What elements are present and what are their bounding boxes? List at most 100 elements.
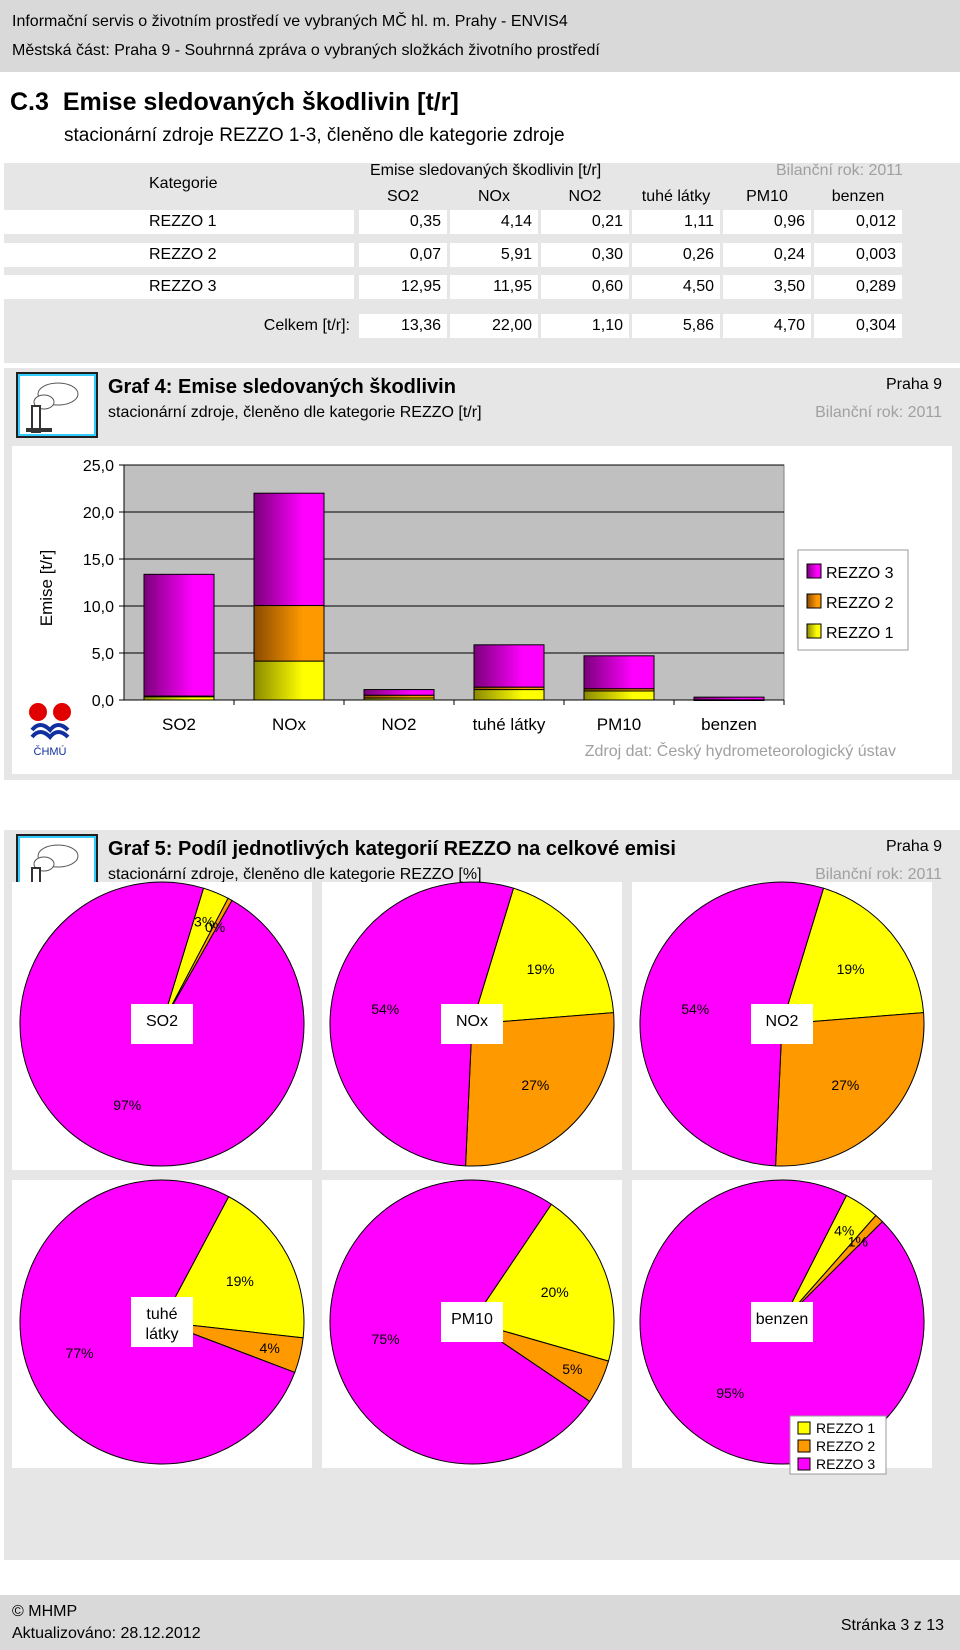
pie-slice [471, 887, 615, 1025]
table-row-label: REZZO 3 [4, 275, 354, 299]
x-tick-label: PM10 [597, 715, 641, 734]
pie-category-label: PM10 [451, 1311, 493, 1328]
pie-data-label: 0% [205, 919, 225, 935]
pie-data-label: 19% [226, 1273, 254, 1289]
graf4-title: Graf 4: Emise sledovaných škodlivin [108, 376, 456, 398]
emissions-table: Kategorie Emise sledovaných škodlivin [t… [4, 162, 960, 363]
table-col-header: SO2 [386, 188, 419, 205]
graf5-location: Praha 9 [885, 838, 942, 855]
pie-category-label: NOx [456, 1013, 488, 1030]
graf5-title: Graf 5: Podíl jednotlivých kategorií REZ… [108, 838, 676, 860]
pie-data-label: 54% [681, 1001, 709, 1017]
document-header: Informační servis o životním prostředí v… [0, 0, 960, 72]
pie-charts: 3%0% 97% SO2 19% 27% 54% NOx 19% 27% 54% NO2 19% 4% 7… [12, 881, 932, 1475]
table-total-label: Celkem [t/r]: [263, 317, 350, 334]
pie-category-label: NO2 [766, 1013, 799, 1030]
pie-legend-swatch [797, 1421, 811, 1435]
section-number: C.3 [10, 88, 49, 116]
graf4-location: Praha 9 [885, 376, 942, 393]
table-col-header: tuhé látky [641, 188, 711, 205]
pie-legend-swatch [797, 1439, 811, 1453]
table-col-header: NOx [478, 188, 510, 205]
section-subtitle: stacionární zdroje REZZO 1-3, členěno dl… [64, 125, 565, 146]
y-tick-label: 25,0 [83, 458, 114, 475]
pie-slice [161, 1195, 305, 1339]
table-cell: 4,14 [450, 210, 538, 234]
x-tick-label: benzen [701, 715, 757, 734]
graf5-panel: Graf 5: Podíl jednotlivých kategorií REZ… [4, 830, 960, 1560]
table-col-header: benzen [831, 188, 885, 205]
pie-category-label: tuhé [146, 1306, 177, 1323]
header-line-1: Informační servis o životním prostředí v… [12, 13, 568, 30]
y-tick-label: 10,0 [83, 599, 114, 616]
table-total-cell: 1,10 [541, 314, 629, 338]
pie-slice [775, 1012, 925, 1167]
table-row-label: REZZO 1 [4, 210, 354, 234]
x-tick-label: SO2 [162, 715, 196, 734]
bar-segment [693, 696, 765, 701]
table-header-group: Emise sledovaných škodlivin [t/r] [370, 162, 602, 179]
document-footer: © MHMP Aktualizováno: 28.12.2012 Stránka… [0, 1595, 960, 1650]
bar-chart: 0,0 5,0 10,0 15,0 20,0 25,0 SO2 NOx NO2 tuhé látk… [29, 458, 909, 760]
legend-swatch [806, 593, 822, 609]
pie-category-box [441, 1302, 503, 1342]
footer-page-number: Stránka 3 z 13 [840, 1617, 944, 1634]
table-cell: 0,07 [359, 243, 447, 267]
pie-data-label: 54% [371, 1001, 399, 1017]
pie-data-label: 20% [541, 1284, 569, 1300]
x-tick-label: NOx [272, 715, 307, 734]
graf4-year: Bilanční rok: 2011 [815, 404, 942, 421]
table-cell: 4,50 [632, 275, 720, 299]
table-cell: 0,35 [359, 210, 447, 234]
footer-updated: Aktualizováno: 28.12.2012 [12, 1625, 201, 1642]
pie-data-label: 27% [831, 1077, 859, 1093]
section-title: C.3 Emise sledovaných škodlivin [t/r] [10, 88, 459, 117]
pie-legend-label: REZZO 3 [816, 1456, 875, 1472]
pie-legend-swatch [797, 1457, 811, 1471]
pie-category-label: látky [146, 1326, 179, 1343]
pie-category-box [751, 1302, 813, 1342]
bar-segment [253, 660, 325, 701]
legend-label: REZZO 2 [826, 595, 894, 612]
y-axis-label: Emise [t/r] [37, 550, 56, 627]
chmu-logo-dot [53, 703, 71, 721]
graf4-panel: Graf 4: Emise sledovaných škodlivin stac… [4, 368, 960, 780]
bar-segment [363, 689, 435, 696]
y-tick-label: 5,0 [92, 646, 114, 663]
legend-label: REZZO 3 [826, 565, 894, 582]
table-col-header: NO2 [568, 188, 602, 205]
table-cell: 5,91 [450, 243, 538, 267]
pie-category-box [131, 1297, 193, 1347]
bar-segment [583, 655, 655, 690]
table-cell: 3,50 [723, 275, 811, 299]
pie-data-label: 95% [716, 1385, 744, 1401]
table-cell: 11,95 [450, 275, 538, 299]
y-tick-label: 15,0 [83, 552, 114, 569]
pie-category-label: SO2 [146, 1013, 178, 1030]
pie-slice [329, 881, 515, 1167]
graf4-subtitle: stacionární zdroje, členěno dle kategori… [108, 404, 482, 421]
table-total-cell: 0,304 [814, 314, 902, 338]
pie-data-label: 4% [260, 1340, 280, 1356]
pie-category-box [131, 1004, 193, 1044]
pie-data-label: 4% [834, 1222, 854, 1238]
header-line-2: Městská část: Praha 9 - Souhrnná zpráva … [12, 42, 600, 59]
table-cell: 1,11 [632, 210, 720, 234]
pie-data-label: 1% [848, 1233, 868, 1249]
x-tick-label: NO2 [382, 715, 417, 734]
table-header-kategorie: Kategorie [149, 175, 218, 192]
chart-source: Zdroj dat: Český hydrometeorologický úst… [585, 741, 896, 760]
chmu-logo-wave [30, 730, 70, 740]
table-cell: 0,21 [541, 210, 629, 234]
table-cell: 0,96 [723, 210, 811, 234]
pie-category-label: benzen [756, 1311, 809, 1328]
pie-data-label: 5% [562, 1361, 582, 1377]
legend-swatch [806, 563, 822, 579]
table-row-label: REZZO 2 [4, 243, 354, 267]
graf5-subtitle: stacionární zdroje, členěno dle kategori… [108, 866, 482, 883]
pie-slice [781, 887, 925, 1025]
pie-category-box [751, 1004, 813, 1044]
plot-area [123, 464, 785, 701]
bar-segment [473, 689, 545, 701]
pie-data-label: 97% [113, 1097, 141, 1113]
